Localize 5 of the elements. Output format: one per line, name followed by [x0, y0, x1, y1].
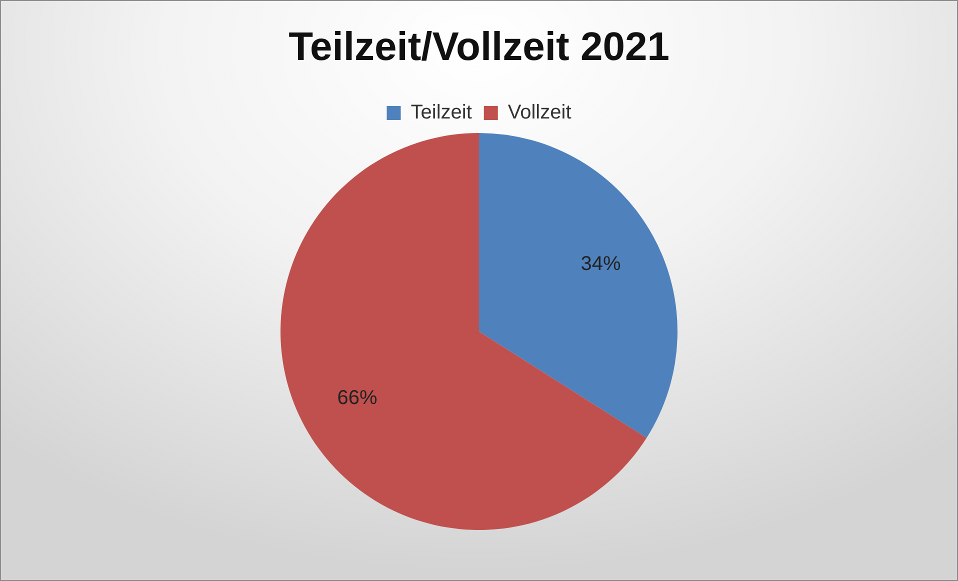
legend-label: Vollzeit — [508, 102, 572, 124]
data-label: 66% — [337, 386, 378, 409]
data-label: 34% — [580, 253, 621, 276]
legend-label: Teilzeit — [410, 102, 472, 124]
chart-title: Teilzeit/Vollzeit 2021 — [288, 25, 670, 70]
